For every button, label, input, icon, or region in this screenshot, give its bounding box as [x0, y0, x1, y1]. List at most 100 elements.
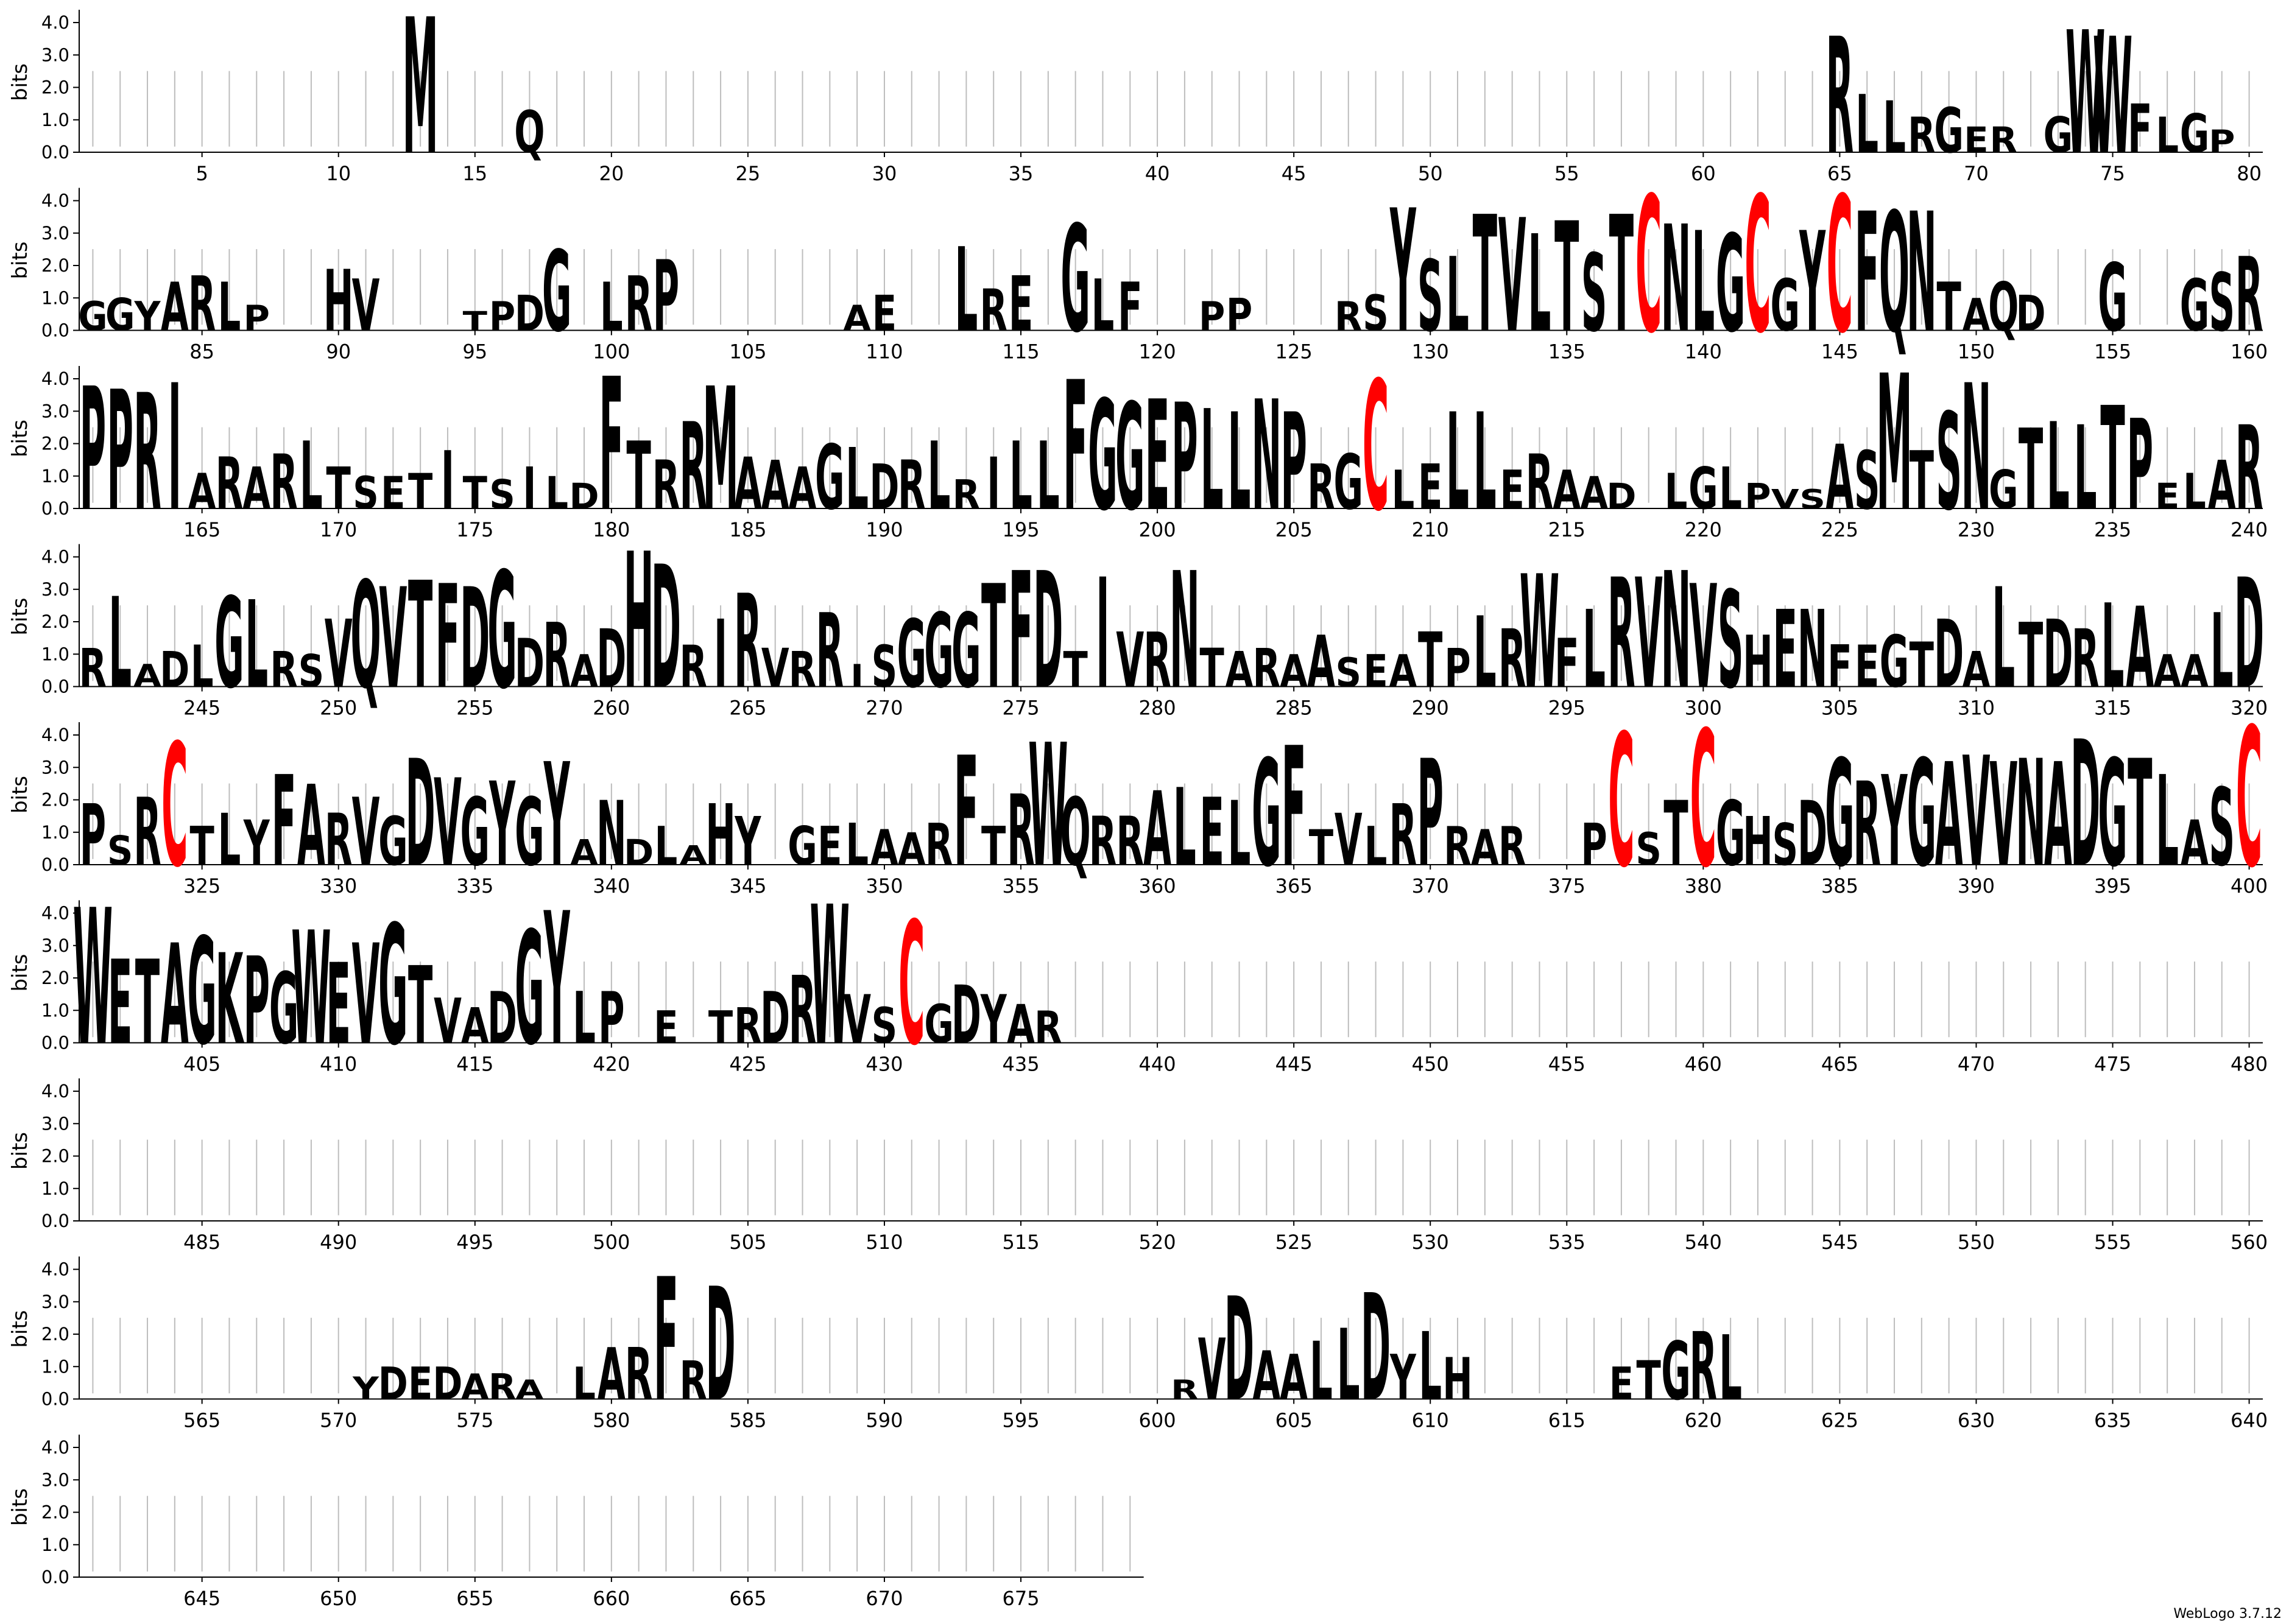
logo-letter-159: S — [2209, 258, 2235, 350]
x-tick-label: 520 — [1139, 1231, 1176, 1254]
logo-letter-602: V — [1198, 1321, 1226, 1419]
logo-letter-100: L — [600, 268, 623, 346]
logo-letter-607: L — [1337, 1309, 1360, 1422]
logo-letter-389: A — [1935, 734, 1963, 899]
logo-letter-256: G — [487, 538, 517, 724]
y-axis-label: bits — [8, 1310, 32, 1348]
x-tick-label: 365 — [1275, 874, 1313, 898]
logo-letter-387: Y — [1881, 750, 1908, 895]
logo-letter-348: E — [817, 815, 842, 877]
x-tick-label: 360 — [1139, 874, 1176, 898]
y-axis-label: bits — [8, 420, 32, 457]
x-tick-label: 65 — [1827, 162, 1852, 185]
x-tick-label: 470 — [1958, 1053, 1995, 1076]
logo-letter-331: V — [352, 779, 380, 887]
x-tick-label: 590 — [866, 1409, 903, 1432]
logo-letter-65: R — [1826, 4, 1854, 190]
logo-letter-411: V — [352, 915, 380, 1075]
x-tick-label: 510 — [866, 1231, 903, 1254]
logo-letter-580: A — [598, 1333, 626, 1416]
logo-letter-384: D — [1797, 783, 1827, 886]
logo-letter-152: D — [2016, 286, 2046, 342]
x-tick-label: 380 — [1685, 874, 1722, 898]
logo-letter-257: D — [515, 624, 545, 702]
x-tick-label: 195 — [1002, 518, 1039, 541]
y-tick-label: 3.0 — [41, 579, 69, 600]
logo-letter-405: G — [187, 907, 217, 1078]
logo-letter-171: S — [353, 467, 379, 519]
y-tick-label: 0.0 — [41, 677, 69, 697]
logo-letter-190: D — [869, 451, 899, 524]
logo-letter-359: R — [1116, 803, 1144, 881]
logo-letter-323: R — [133, 779, 161, 887]
x-tick-label: 30 — [872, 162, 897, 185]
logo-letter-233: L — [2047, 398, 2070, 538]
y-tick-label: 2.0 — [41, 1502, 69, 1523]
logo-letter-402: E — [108, 937, 132, 1070]
logo-letter-172: E — [381, 467, 405, 519]
logo-letter-431: C — [898, 887, 925, 1083]
logo-letter-324: C — [161, 709, 188, 905]
logo-letter-298: V — [1635, 547, 1663, 723]
logo-letter-168: R — [270, 438, 298, 526]
x-tick-label: 490 — [320, 1231, 357, 1254]
logo-letter-239: A — [2208, 446, 2236, 524]
logo-letter-576: R — [488, 1366, 517, 1408]
x-tick-label: 270 — [866, 697, 903, 720]
x-tick-label: 265 — [729, 697, 766, 720]
logo-letter-413: T — [408, 944, 432, 1068]
logo-letter-273: G — [951, 591, 981, 711]
y-tick-label: 2.0 — [41, 1146, 69, 1167]
y-tick-label: 1.0 — [41, 110, 69, 130]
logo-letter-410: E — [326, 940, 351, 1069]
y-tick-label: 4.0 — [41, 903, 69, 924]
x-tick-label: 135 — [1548, 340, 1585, 364]
logo-letter-254: F — [436, 555, 460, 720]
logo-letter-196: L — [1037, 423, 1060, 531]
logo-letter-249: S — [298, 645, 325, 697]
logo-letter-70: E — [1964, 119, 1988, 161]
logo-letter-334: V — [434, 754, 462, 894]
x-tick-label: 370 — [1412, 874, 1449, 898]
logo-letter-207: G — [1334, 438, 1364, 526]
logo-letter-200: E — [1145, 368, 1169, 544]
logo-letter-135: T — [1554, 191, 1579, 367]
x-tick-label: 200 — [1139, 518, 1176, 541]
logo-letter-583: R — [680, 1350, 708, 1412]
x-tick-label: 210 — [1412, 518, 1449, 541]
x-tick-label: 445 — [1275, 1053, 1313, 1076]
logo-letter-222: P — [1744, 475, 1771, 517]
logo-letter-67: L — [1883, 86, 1906, 169]
x-tick-label: 215 — [1548, 518, 1585, 541]
x-tick-label: 660 — [593, 1587, 630, 1610]
x-tick-label: 455 — [1548, 1053, 1585, 1076]
logo-letter-269: I — [850, 658, 864, 694]
logo-letter-267: R — [789, 642, 817, 698]
logo-letter-382: H — [1743, 803, 1772, 881]
logo-letter-177: I — [523, 455, 536, 522]
x-tick-label: 140 — [1685, 340, 1722, 364]
x-tick-label: 150 — [1958, 340, 1995, 364]
y-tick-label: 2.0 — [41, 1324, 69, 1345]
logo-letter-398: A — [2181, 807, 2209, 880]
y-tick-label: 1.0 — [41, 1534, 69, 1555]
logo-letter-83: Y — [134, 294, 161, 340]
logo-letter-362: E — [1200, 779, 1224, 887]
x-tick-label: 525 — [1275, 1231, 1313, 1254]
logo-letter-193: R — [953, 471, 981, 518]
x-tick-label: 240 — [2231, 518, 2268, 541]
logo-letter-264: I — [714, 600, 727, 709]
logo-letter-330: R — [325, 799, 353, 882]
logo-letter-75: W — [2093, 4, 2132, 190]
y-tick-label: 3.0 — [41, 223, 69, 244]
x-tick-label: 430 — [866, 1053, 903, 1076]
x-tick-label: 465 — [1821, 1053, 1858, 1076]
logo-letter-195: L — [1009, 423, 1032, 531]
x-tick-label: 185 — [729, 518, 766, 541]
x-tick-label: 640 — [2231, 1409, 2268, 1432]
logo-letter-110: E — [872, 286, 897, 342]
x-tick-label: 340 — [593, 874, 630, 898]
logo-letter-202: L — [1201, 381, 1224, 541]
x-tick-label: 20 — [599, 162, 624, 185]
